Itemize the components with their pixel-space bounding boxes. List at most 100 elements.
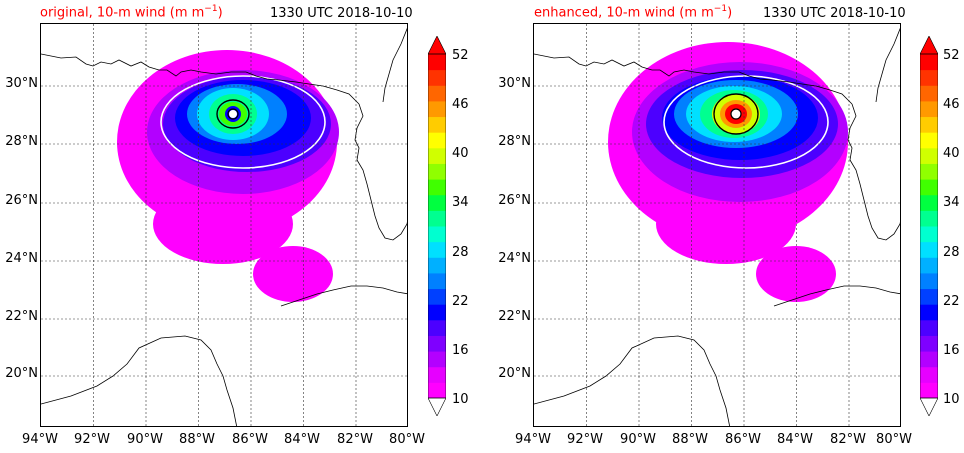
lon-label: 90°W	[127, 432, 163, 447]
colorbar-segment	[428, 54, 446, 71]
colorbar-segment	[428, 226, 446, 243]
coastline	[354, 103, 407, 241]
lat-label: 30°N	[498, 76, 531, 91]
colorbar-segment	[920, 226, 938, 243]
coastline	[41, 53, 360, 105]
colorbar-segment	[428, 100, 446, 118]
wind-contour-white	[663, 75, 829, 169]
lat-label: 28°N	[5, 134, 38, 149]
colorbar-tick-label: 28	[943, 245, 960, 260]
lon-label: 92°W	[567, 432, 603, 447]
colorbar-extend-max	[920, 36, 938, 55]
colorbar-tick-label: 46	[452, 97, 469, 112]
wind-contour-black	[216, 99, 250, 129]
colorbar-segment	[920, 210, 938, 227]
colorbar-segment	[920, 54, 938, 71]
map-original	[40, 23, 408, 427]
colorbar-tick-label: 34	[943, 195, 960, 210]
colorbar-segment	[920, 366, 938, 383]
coastline	[847, 103, 900, 241]
coastline	[534, 53, 853, 105]
coastline	[875, 27, 900, 103]
colorbar-tick-label: 40	[943, 146, 960, 161]
colorbar-segment	[920, 163, 938, 180]
colorbar-extend-min	[920, 397, 938, 416]
colorbar-segment	[428, 69, 446, 86]
lat-label: 20°N	[498, 366, 531, 381]
lat-label: 24°N	[5, 251, 38, 266]
colorbar-segment	[920, 85, 938, 102]
colorbar-segment	[920, 241, 938, 258]
lon-label: 86°W	[725, 432, 761, 447]
lat-label: 20°N	[5, 366, 38, 381]
panel-enhanced: enhanced, 10-m wind (m m−1) 1330 UTC 201…	[482, 0, 964, 453]
colorbar-tick-label: 52	[943, 48, 960, 63]
colorbar-segment	[920, 272, 938, 290]
wind-field-contour	[731, 109, 741, 119]
colorbar-frame	[428, 53, 446, 399]
lat-label: 24°N	[498, 251, 531, 266]
hurricane-eye	[227, 108, 239, 120]
wind-field-tail	[756, 246, 836, 302]
lat-label: 26°N	[5, 193, 38, 208]
colorbar-tick-label: 22	[452, 294, 469, 309]
colorbar-segment	[428, 257, 446, 274]
lon-label: 94°W	[515, 432, 551, 447]
wind-field-contour	[229, 110, 237, 118]
wind-field-tail	[253, 246, 333, 302]
colorbar-segment	[428, 116, 446, 133]
wind-contour-black	[713, 93, 759, 135]
colorbar-segment	[428, 335, 446, 352]
coastline	[382, 27, 407, 103]
colorbar-segment	[428, 163, 446, 180]
colorbar-segment	[920, 116, 938, 133]
colorbar-segment	[920, 179, 938, 196]
lon-label: 82°W	[830, 432, 866, 447]
colorbar-tick-label: 10	[452, 392, 469, 407]
lon-label: 92°W	[74, 432, 110, 447]
coastline	[41, 335, 238, 426]
panel-title: enhanced, 10-m wind (m m−1)	[534, 4, 733, 21]
map-svg	[534, 24, 900, 426]
colorbar-tick-label: 46	[943, 97, 960, 112]
colorbar	[920, 36, 938, 416]
wind-contour-white	[160, 75, 326, 169]
hurricane-eye	[730, 108, 742, 120]
lon-label: 94°W	[22, 432, 58, 447]
colorbar-segment	[920, 132, 938, 149]
colorbar-segment	[920, 288, 938, 305]
colorbar-segment	[428, 351, 446, 368]
colorbar-segment	[920, 69, 938, 86]
panel-timestamp: 1330 UTC 2018-10-10	[270, 6, 413, 21]
colorbar-segment	[920, 194, 938, 211]
lon-label: 90°W	[620, 432, 656, 447]
colorbar-segment	[428, 272, 446, 290]
colorbar-frame	[920, 53, 938, 399]
colorbar-tick-label: 16	[943, 343, 960, 358]
colorbar-segment	[920, 382, 938, 399]
colorbar-tick-label: 40	[452, 146, 469, 161]
colorbar-segment	[920, 100, 938, 118]
lat-label: 30°N	[5, 76, 38, 91]
colorbar-extend-min	[428, 397, 446, 416]
colorbar-tick-label: 34	[452, 195, 469, 210]
lon-label: 86°W	[232, 432, 268, 447]
lon-label: 84°W	[284, 432, 320, 447]
colorbar-segment	[428, 319, 446, 336]
colorbar-segment	[920, 257, 938, 274]
colorbar-segment	[428, 288, 446, 305]
lon-label: 84°W	[777, 432, 813, 447]
coastline	[280, 285, 407, 307]
colorbar-segment	[920, 335, 938, 352]
colorbar-segment	[428, 366, 446, 383]
colorbar-tick-label: 10	[943, 392, 960, 407]
lon-label: 82°W	[337, 432, 373, 447]
lat-label: 22°N	[5, 309, 38, 324]
coastline	[773, 285, 900, 307]
colorbar-tick-label: 52	[452, 48, 469, 63]
colorbar-tick-label: 16	[452, 343, 469, 358]
colorbar-segment	[428, 304, 446, 321]
colorbar-segment	[428, 132, 446, 149]
lat-label: 26°N	[498, 193, 531, 208]
colorbar-segment	[428, 241, 446, 258]
